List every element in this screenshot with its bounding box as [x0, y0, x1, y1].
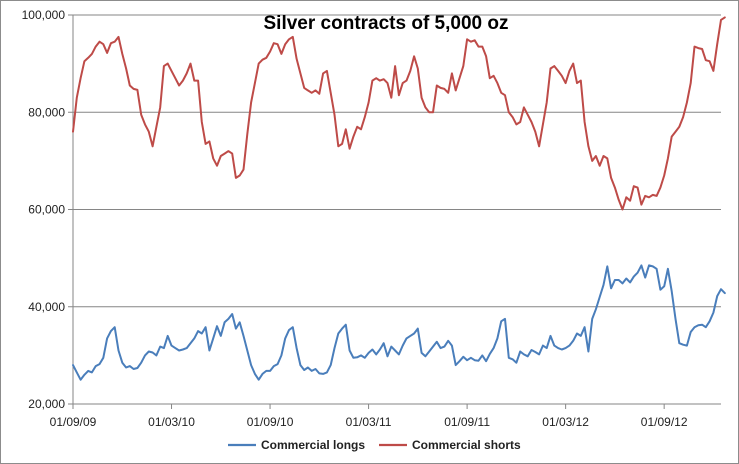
legend-item-longs: Commercial longs	[228, 438, 365, 452]
legend-item-shorts: Commercial shorts	[379, 438, 521, 452]
chart-title: Silver contracts of 5,000 oz	[264, 13, 509, 34]
x-tick-label: 01/03/10	[148, 415, 195, 429]
x-tick-label: 01/09/09	[50, 415, 97, 429]
x-tick-label: 01/09/12	[641, 415, 688, 429]
x-axis-ticks: 01/09/09 01/03/10 01/09/10 01/03/11 01/09/11…	[50, 404, 688, 429]
series-line-commercial-longs	[72, 264, 726, 381]
x-tick-label: 01/09/11	[444, 415, 490, 429]
y-tick-label: 40,000	[28, 300, 65, 314]
legend: Commercial longs Commercial shorts	[228, 438, 521, 452]
y-tick-label: 80,000	[28, 105, 65, 119]
y-tick-label: 60,000	[28, 203, 65, 217]
x-tick-label: 01/03/12	[542, 415, 589, 429]
x-tick-label: 01/03/11	[346, 415, 392, 429]
legend-label-longs: Commercial longs	[261, 438, 365, 452]
y-tick-label: 100,000	[22, 8, 66, 22]
series-line-commercial-shorts	[72, 16, 726, 211]
series-lines	[72, 16, 726, 381]
y-tick-label: 20,000	[28, 397, 65, 411]
legend-label-shorts: Commercial shorts	[412, 438, 521, 452]
x-tick-label: 01/09/10	[247, 415, 294, 429]
y-axis-ticks: 20,000 40,000 60,000 80,000 100,000	[22, 8, 73, 411]
